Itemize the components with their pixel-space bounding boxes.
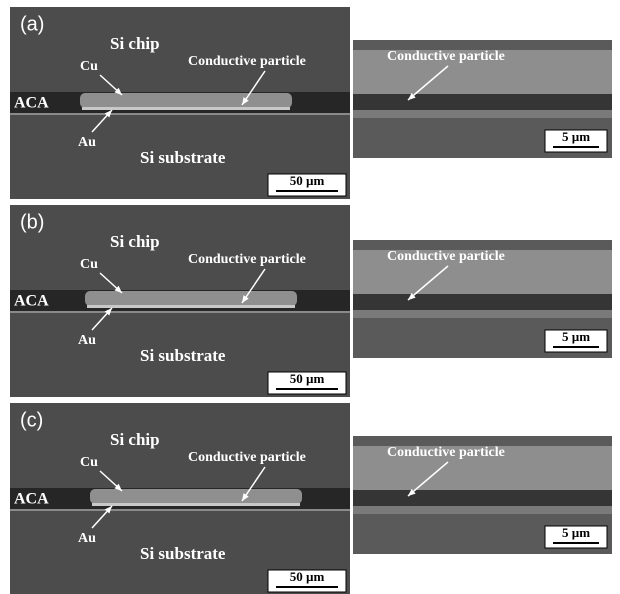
cu-label: Cu bbox=[80, 455, 98, 470]
pad-line bbox=[353, 310, 612, 318]
substrate-label: Si substrate bbox=[140, 346, 226, 365]
left-image: (a) Si chip Cu Conductive particle ACA Au Si s… bbox=[10, 7, 350, 199]
aca-label: ACA bbox=[14, 95, 49, 112]
panel-label: (c) bbox=[20, 409, 43, 431]
particle-label: Conductive particle bbox=[188, 450, 306, 465]
chip-label: Si chip bbox=[110, 232, 160, 251]
aca-label: ACA bbox=[14, 293, 49, 310]
left-image: (c) Si chip Cu Conductive particle ACA Au Si s… bbox=[10, 403, 350, 594]
au-label: Au bbox=[78, 531, 96, 546]
substrate-line bbox=[10, 113, 350, 115]
au-label: Au bbox=[78, 135, 96, 150]
cu-pad bbox=[90, 489, 302, 504]
scale-label: 50 µm bbox=[290, 569, 325, 584]
pad-line bbox=[353, 110, 612, 118]
substrate-line bbox=[10, 311, 350, 313]
au-layer bbox=[82, 107, 290, 110]
right-image: Conductive particle 5 µm bbox=[353, 240, 612, 358]
cu-pad bbox=[85, 291, 297, 306]
particle-label: Conductive particle bbox=[387, 445, 505, 460]
cu-label: Cu bbox=[80, 59, 98, 74]
particle-label: Conductive particle bbox=[188, 54, 306, 69]
figure: (a) Si chip Cu Conductive particle ACA Au Si s… bbox=[0, 0, 620, 594]
particle-label: Conductive particle bbox=[188, 252, 306, 267]
particle-label: Conductive particle bbox=[387, 249, 505, 264]
particle-label: Conductive particle bbox=[387, 49, 505, 64]
scale-label: 50 µm bbox=[290, 173, 325, 188]
scale-label: 5 µm bbox=[562, 525, 590, 540]
au-label: Au bbox=[78, 333, 96, 348]
au-layer bbox=[92, 503, 300, 506]
scale-label: 5 µm bbox=[562, 329, 590, 344]
right-image: Conductive particle 5 µm bbox=[353, 40, 612, 158]
pad-line bbox=[353, 506, 612, 514]
particle-band bbox=[353, 94, 612, 110]
panel-label: (a) bbox=[20, 13, 44, 35]
chip-label: Si chip bbox=[110, 34, 160, 53]
panel-label: (b) bbox=[20, 211, 44, 233]
aca-label: ACA bbox=[14, 491, 49, 508]
left-image: (b) Si chip Cu Conductive particle ACA Au Si s… bbox=[10, 205, 350, 397]
scale-label: 5 µm bbox=[562, 129, 590, 144]
substrate-label: Si substrate bbox=[140, 544, 226, 563]
substrate-label: Si substrate bbox=[140, 148, 226, 167]
right-image: Conductive particle 5 µm bbox=[353, 436, 612, 554]
particle-band bbox=[353, 294, 612, 310]
scale-label: 50 µm bbox=[290, 371, 325, 386]
particle-band bbox=[353, 490, 612, 506]
cu-label: Cu bbox=[80, 257, 98, 272]
cu-pad bbox=[80, 93, 292, 108]
chip-label: Si chip bbox=[110, 430, 160, 449]
au-layer bbox=[87, 305, 295, 308]
substrate-line bbox=[10, 509, 350, 511]
